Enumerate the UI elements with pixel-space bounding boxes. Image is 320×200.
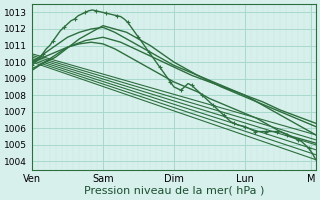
X-axis label: Pression niveau de la mer( hPa ): Pression niveau de la mer( hPa ) — [84, 186, 264, 196]
